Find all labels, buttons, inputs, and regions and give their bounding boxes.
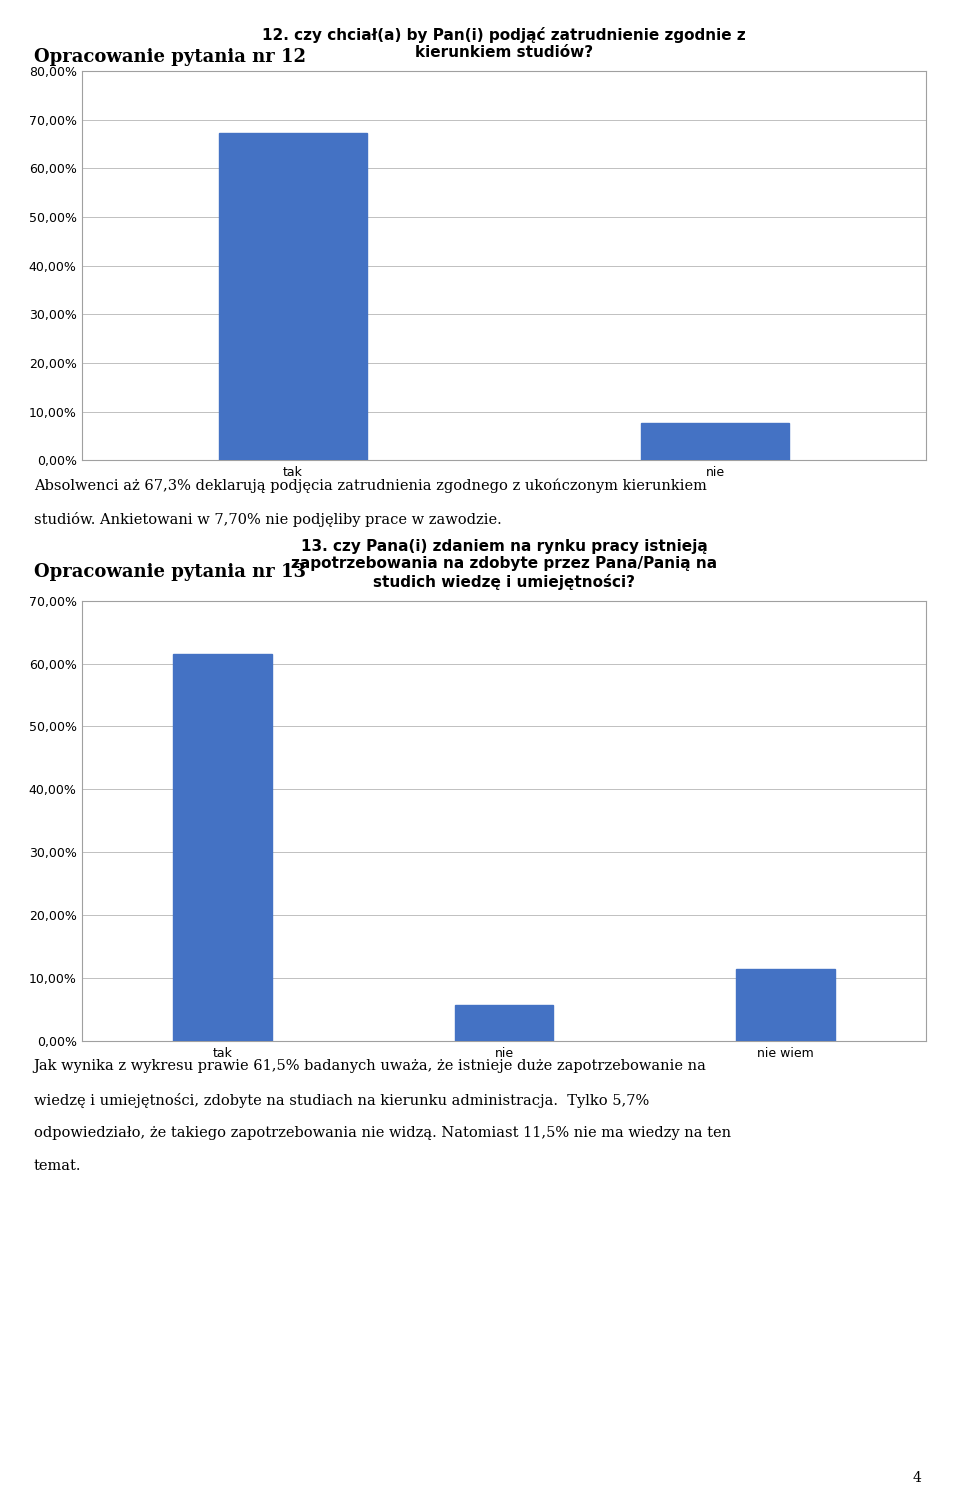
Bar <box>219 133 367 460</box>
Title: 13. czy Pana(i) zdaniem na rynku pracy istnieją
zapotrzebowania na zdobyte przez: 13. czy Pana(i) zdaniem na rynku pracy i… <box>291 539 717 590</box>
Text: temat.: temat. <box>34 1159 81 1172</box>
Text: 4: 4 <box>913 1471 922 1485</box>
Text: Absolwenci aż 67,3% deklarują podjęcia zatrudnienia zgodnego z ukończonym kierun: Absolwenci aż 67,3% deklarują podjęcia z… <box>34 478 707 493</box>
Text: Opracowanie pytania nr 13: Opracowanie pytania nr 13 <box>34 563 305 581</box>
Text: Opracowanie pytania nr 12: Opracowanie pytania nr 12 <box>34 48 305 66</box>
Text: odpowiedziało, że takiego zapotrzebowania nie widzą. Natomiast 11,5% nie ma wied: odpowiedziało, że takiego zapotrzebowani… <box>34 1126 731 1139</box>
Bar <box>455 1005 553 1041</box>
Bar <box>173 653 272 1041</box>
Title: 12. czy chciał(a) by Pan(i) podjąć zatrudnienie zgodnie z
kierunkiem studiów?: 12. czy chciał(a) by Pan(i) podjąć zatru… <box>262 27 746 60</box>
Bar <box>736 969 835 1041</box>
Text: studiów. Ankietowani w 7,70% nie podjęliby prace w zawodzie.: studiów. Ankietowani w 7,70% nie podjęli… <box>34 512 501 527</box>
Text: Jak wynika z wykresu prawie 61,5% badanych uważa, że istnieje duże zapotrzebowan: Jak wynika z wykresu prawie 61,5% badany… <box>34 1059 707 1073</box>
Text: wiedzę i umiejętności, zdobyte na studiach na kierunku administracja.  Tylko 5,7: wiedzę i umiejętności, zdobyte na studia… <box>34 1093 649 1108</box>
Bar <box>641 423 789 460</box>
